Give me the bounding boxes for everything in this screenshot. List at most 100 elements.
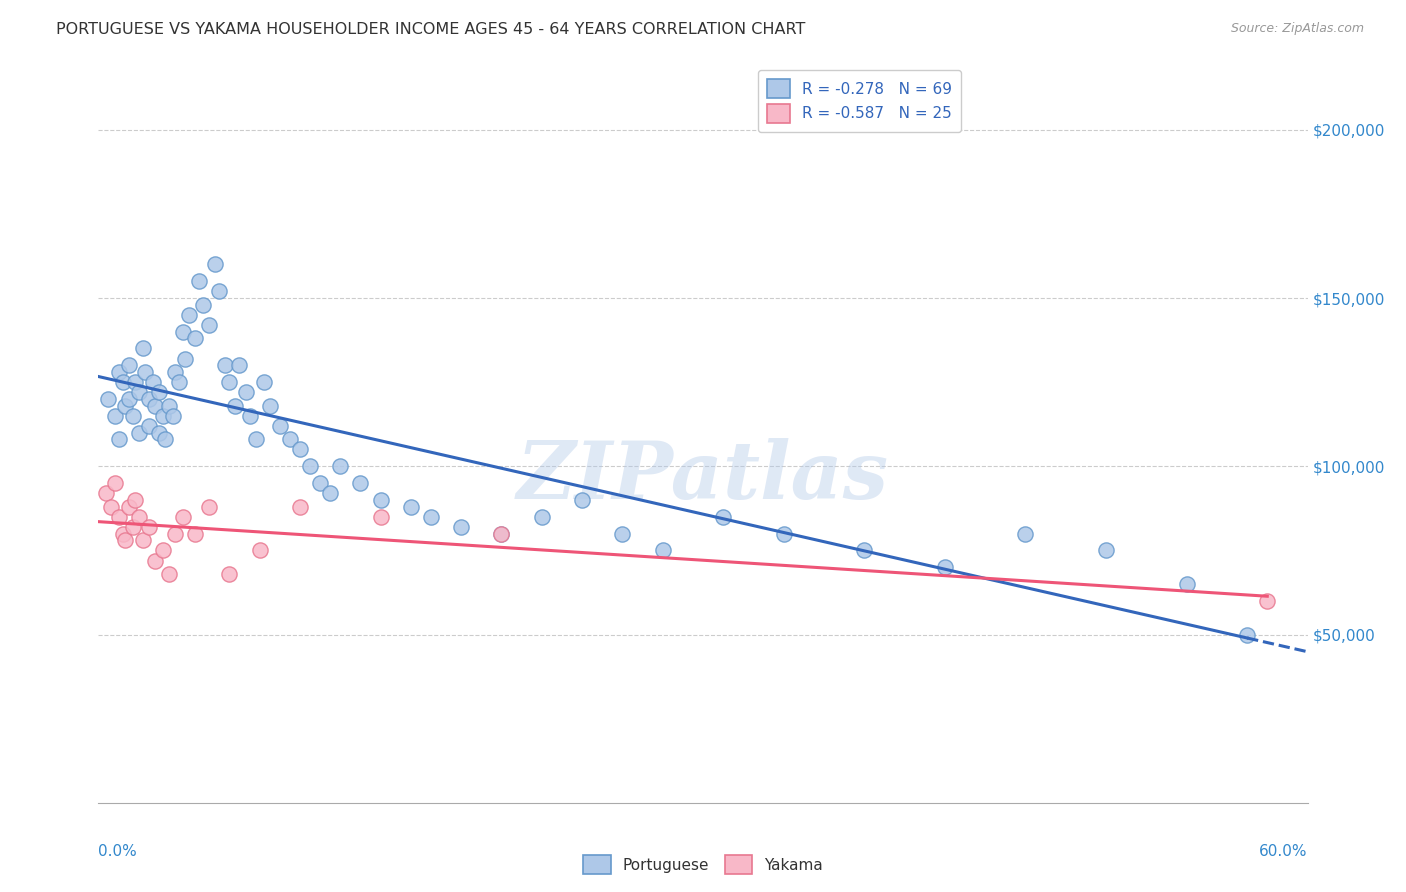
Text: Source: ZipAtlas.com: Source: ZipAtlas.com [1230,22,1364,36]
Point [167,375,190,389]
Point [208,285,231,299]
Legend: R = -0.278   N = 69, R = -0.587   N = 25: R = -0.278 N = 69, R = -0.587 N = 25 [758,70,962,132]
Point [1175,577,1198,591]
Point [239,409,262,423]
Point [107,433,129,447]
Point [772,526,794,541]
Point [152,543,174,558]
Legend: Portuguese, Yakama: Portuguese, Yakama [576,849,830,880]
Point [184,526,207,541]
Point [118,500,141,514]
Point [128,425,150,440]
Point [111,375,134,389]
Text: PORTUGUESE VS YAKAMA HOUSEHOLDER INCOME AGES 45 - 64 YEARS CORRELATION CHART: PORTUGUESE VS YAKAMA HOUSEHOLDER INCOME … [56,22,806,37]
Point [157,566,180,581]
Point [128,385,150,400]
Point [224,399,246,413]
Point [138,392,160,406]
Point [107,509,129,524]
Point [259,399,281,413]
Point [103,409,125,423]
Point [148,425,170,440]
Point [1256,594,1278,608]
Point [177,308,201,322]
Point [143,399,166,413]
Point [114,399,136,413]
Point [172,509,194,524]
Point [174,351,197,366]
Point [198,318,221,332]
Point [132,342,155,356]
Point [132,533,155,548]
Point [188,274,211,288]
Point [934,560,956,574]
Point [193,298,215,312]
Point [148,385,170,400]
Point [218,375,240,389]
Point [288,500,311,514]
Text: 60.0%: 60.0% [1260,844,1308,858]
Point [491,526,513,541]
Point [118,359,141,373]
Point [853,543,876,558]
Point [107,365,129,379]
Point [134,365,156,379]
Point [253,375,276,389]
Point [124,492,146,507]
Point [651,543,673,558]
Point [103,476,125,491]
Point [204,257,226,271]
Point [121,520,143,534]
Point [349,476,371,491]
Point [329,459,352,474]
Point [299,459,322,474]
Point [111,526,134,541]
Point [118,392,141,406]
Point [143,553,166,567]
Point [269,418,291,433]
Point [172,325,194,339]
Point [245,433,267,447]
Point [228,359,250,373]
Point [309,476,332,491]
Point [218,566,240,581]
Point [1236,627,1258,641]
Point [419,509,441,524]
Point [157,399,180,413]
Point [100,500,122,514]
Point [370,509,392,524]
Point [128,509,150,524]
Point [214,359,236,373]
Point [571,492,593,507]
Point [152,409,174,423]
Point [142,375,165,389]
Point [370,492,392,507]
Point [491,526,513,541]
Text: 0.0%: 0.0% [98,844,138,858]
Point [1095,543,1118,558]
Point [121,409,143,423]
Point [319,486,342,500]
Point [278,433,301,447]
Point [612,526,634,541]
Point [450,520,472,534]
Point [96,486,118,500]
Point [249,543,271,558]
Text: ZIPatlas: ZIPatlas [517,438,889,516]
Point [138,520,160,534]
Point [711,509,734,524]
Point [114,533,136,548]
Point [1014,526,1036,541]
Point [235,385,257,400]
Point [163,526,186,541]
Point [163,365,186,379]
Point [162,409,184,423]
Point [153,433,176,447]
Point [124,375,146,389]
Point [399,500,422,514]
Point [184,331,207,345]
Point [198,500,221,514]
Point [138,418,160,433]
Point [97,392,120,406]
Point [288,442,311,457]
